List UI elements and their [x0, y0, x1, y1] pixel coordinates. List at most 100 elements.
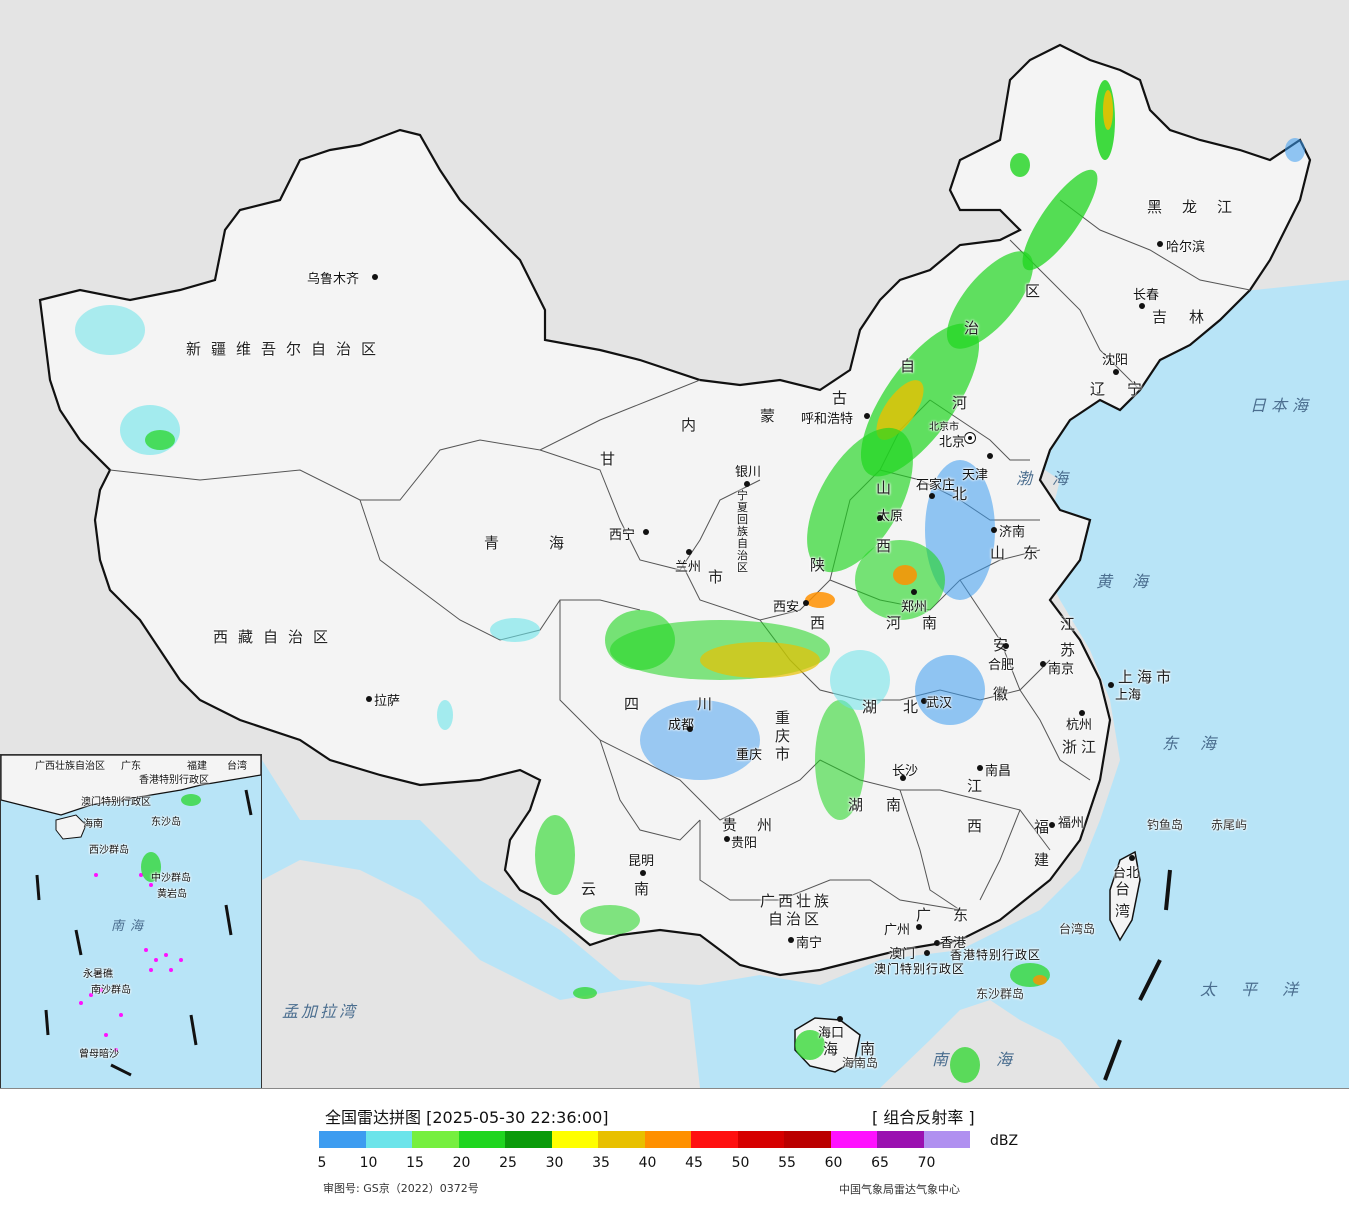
producer-credit: 中国气象局雷达气象中心: [839, 1183, 960, 1196]
legend-tick-label: 35: [592, 1155, 610, 1171]
city-nanjing: 南京: [1048, 662, 1075, 677]
inset-yongshu: 永暑礁: [83, 969, 113, 980]
province-hubei-1: 湖: [862, 698, 888, 716]
legend-swatch-4: [505, 1131, 552, 1148]
inset-echo-2: [181, 794, 201, 806]
inset-zengmu: 曾母暗沙: [79, 1049, 119, 1060]
city-shenyang: 沈阳: [1102, 353, 1129, 368]
city-hongkong-marker: [934, 940, 940, 946]
city-changchun-marker: [1139, 303, 1145, 309]
city-shanghai: 上海: [1115, 688, 1142, 703]
province-chongqing: 重庆市: [775, 709, 791, 763]
maritime-boundary: [1103, 869, 1172, 1081]
province-anhui-2: 徽: [993, 685, 1019, 703]
legend-swatch-10: [784, 1131, 831, 1148]
color-scale-bar: [319, 1131, 970, 1148]
inset-taiwan: 台湾: [227, 761, 247, 772]
city-xian: 西安: [773, 600, 800, 615]
taiwan-island: [1109, 850, 1141, 942]
inset-nanhai: 南海: [111, 919, 150, 934]
radar-echoes: [75, 80, 1305, 1083]
city-zhengzhou: 郑州: [901, 600, 928, 615]
province-henan-2: 南: [922, 614, 948, 632]
province-qinghai: 青海: [484, 534, 615, 552]
province-guangxi-1: 广西壮族: [760, 892, 833, 910]
inset-hainan: 海南: [83, 819, 103, 830]
legend-tick-label: 65: [871, 1155, 889, 1171]
province-taiwan: 台湾: [1115, 880, 1131, 920]
province-jiangxi-1: 江: [967, 777, 993, 795]
city-jinan-marker: [991, 527, 997, 533]
city-zhengzhou-marker: [911, 589, 917, 595]
city-hefei: 合肥: [988, 658, 1015, 673]
province-xinjiang: 新疆维吾尔自治区: [186, 340, 387, 358]
legend-panel: [0, 1089, 1349, 1208]
city-kunming: 昆明: [628, 854, 655, 869]
city-hohhot-marker: [864, 413, 870, 419]
province-neimenggu-3: 古: [832, 389, 858, 407]
city-chengdu-marker: [687, 726, 693, 732]
city-fuzhou: 福州: [1058, 816, 1085, 831]
legend-swatch-11: [830, 1131, 877, 1148]
legend-tick-label: 70: [917, 1155, 936, 1171]
city-yinchuan: 银川: [735, 465, 762, 480]
legend-swatch-8: [691, 1131, 738, 1148]
island-taiwan: 台湾岛: [1059, 922, 1096, 936]
inset-guangdong: 广东: [121, 761, 141, 772]
city-hohhot: 呼和浩特: [801, 412, 854, 427]
city-haikou: 海口: [818, 1026, 845, 1041]
city-changchun: 长春: [1133, 288, 1160, 303]
province-heilongjiang: 黑龙江: [1147, 198, 1253, 216]
city-guiyang: 贵阳: [731, 836, 758, 851]
province-gansu-city: 市: [708, 568, 734, 586]
province-hubei-2: 北: [903, 698, 929, 716]
city-tianjin-marker: [987, 453, 993, 459]
city-wuhan-marker: [921, 698, 927, 704]
island-hainan: 海南岛: [842, 1056, 879, 1070]
legend-swatch-3: [458, 1131, 505, 1148]
city-taipei: 台北: [1113, 866, 1140, 881]
island-chiwei: 赤尾屿: [1211, 818, 1248, 832]
map-title: 全国雷达拼图 [2025-05-30 22:36:00]: [325, 1108, 609, 1127]
sea-bohai: 渤海: [1016, 469, 1089, 488]
city-shenyang-marker: [1113, 369, 1119, 375]
province-hunan-2: 南: [886, 796, 912, 814]
legend-swatch-2: [412, 1131, 459, 1148]
sea-bengal: 孟加拉湾: [282, 1002, 359, 1021]
city-guiyang-marker: [724, 836, 730, 842]
city-urumqi-marker: [372, 274, 378, 280]
city-harbin: 哈尔滨: [1166, 240, 1206, 255]
province-jiangxi-2: 西: [967, 817, 993, 835]
province-jilin: 吉林: [1152, 308, 1227, 326]
inset-zhongsha: 中沙群岛: [151, 873, 191, 884]
product-type: [ 组合反射率 ]: [872, 1108, 975, 1127]
province-henan-1: 河: [886, 614, 912, 632]
city-lhasa-marker: [366, 696, 372, 702]
city-chongqing: 重庆: [736, 748, 763, 763]
inset-dongsha: 东沙岛: [151, 817, 181, 828]
inset-huangyan: 黄岩岛: [157, 889, 187, 900]
city-wuhan: 武汉: [926, 696, 953, 711]
city-beijing: 北京: [939, 435, 966, 450]
inset-canvas: [1, 755, 261, 1077]
legend-swatch-9: [737, 1131, 784, 1148]
province-sichuan: 四川: [624, 695, 771, 713]
sea-yellow: 黄海: [1096, 572, 1169, 591]
legend-tick-label: 20: [452, 1155, 471, 1171]
sea-japan: 日本海: [1250, 396, 1314, 415]
city-nanchang: 南昌: [985, 764, 1012, 779]
inset-macau: 澳门特别行政区: [81, 797, 151, 808]
legend-swatch-1: [365, 1131, 412, 1148]
province-hainan-2: 南: [860, 1040, 886, 1058]
legend-swatch-0: [319, 1131, 366, 1148]
city-nanning-marker: [788, 937, 794, 943]
province-neimenggu-4: 自: [900, 357, 926, 375]
city-hefei-marker: [1003, 643, 1009, 649]
province-shaanxi-1: 陕: [810, 556, 836, 574]
legend-tick-label: 15: [406, 1155, 424, 1171]
legend-tick-label: 40: [638, 1155, 657, 1171]
legend-swatch-12: [877, 1131, 924, 1148]
legend-tick-label: 50: [731, 1155, 750, 1171]
city-haikou-marker: [837, 1016, 843, 1022]
province-hongkong: 香港特别行政区: [950, 948, 1042, 962]
